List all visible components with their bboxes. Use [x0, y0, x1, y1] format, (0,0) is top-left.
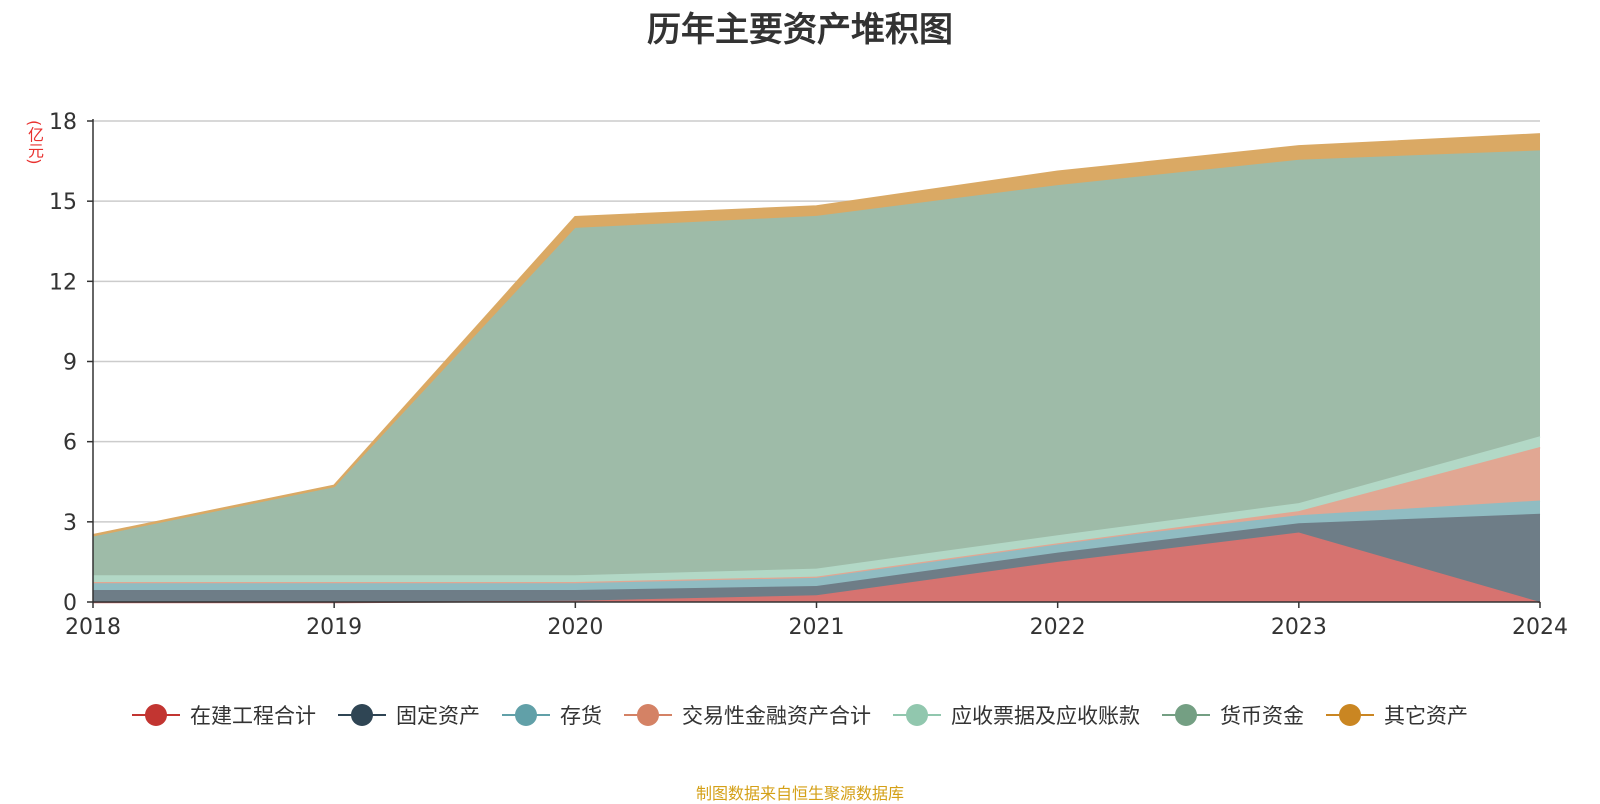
- legend-label: 其它资产: [1384, 704, 1468, 728]
- legend-item[interactable]: 货币资金: [1162, 700, 1304, 730]
- y-tick-label: 0: [63, 591, 77, 616]
- legend-label: 在建工程合计: [190, 704, 316, 728]
- legend-item[interactable]: 固定资产: [338, 700, 480, 730]
- area-6: [93, 150, 1540, 576]
- y-tick-label: 12: [49, 270, 77, 295]
- x-tick-label: 2018: [65, 615, 121, 640]
- data-source-note: 制图数据来自恒生聚源数据库: [695, 784, 904, 803]
- legend-item[interactable]: 交易性金融资产合计: [624, 700, 871, 730]
- legend-item[interactable]: 在建工程合计: [132, 700, 316, 730]
- legend-marker-icon: [502, 703, 550, 727]
- chart-legend: 在建工程合计 固定资产 存货 交易性金融资产合计 应收票据及应收账款 货币资金 其它资产: [0, 700, 1600, 730]
- y-tick-label: 15: [49, 190, 77, 215]
- legend-item[interactable]: 其它资产: [1326, 700, 1468, 730]
- legend-marker-icon: [1162, 703, 1210, 727]
- x-tick-label: 2024: [1512, 615, 1568, 640]
- legend-marker-icon: [1326, 703, 1374, 727]
- legend-marker-icon: [338, 703, 386, 727]
- legend-label: 固定资产: [396, 704, 480, 728]
- legend-item[interactable]: 存货: [502, 700, 602, 730]
- area-7: [93, 134, 1540, 537]
- legend-label: 应收票据及应收账款: [951, 704, 1140, 728]
- legend-marker-icon: [624, 703, 672, 727]
- x-tick-label: 2022: [1030, 615, 1086, 640]
- legend-marker-icon: [893, 703, 941, 727]
- axes: 0 3 6 9 12 15 18 2018 2019 2020 2021 2022 2023 2024: [49, 110, 1568, 640]
- area-series: [92, 133, 1541, 604]
- x-tick-label: 2021: [789, 615, 845, 640]
- y-axis-unit-label: (亿元): [25, 120, 44, 165]
- chart-title: 历年主要资产堆积图: [647, 10, 953, 50]
- legend-label: 交易性金融资产合计: [682, 704, 871, 728]
- legend-label: 存货: [560, 704, 602, 728]
- y-tick-label: 3: [63, 511, 77, 536]
- x-tick-label: 2023: [1271, 615, 1327, 640]
- area-2: [93, 513, 1540, 602]
- area-1: [93, 532, 1540, 602]
- y-tick-label: 6: [63, 431, 77, 456]
- series-line-7: [92, 133, 1541, 537]
- y-tick-label: 9: [63, 351, 77, 376]
- legend-label: 货币资金: [1220, 704, 1304, 728]
- legend-marker-icon: [132, 703, 180, 727]
- legend-item[interactable]: 应收票据及应收账款: [893, 700, 1140, 730]
- x-tick-label: 2019: [306, 615, 362, 640]
- y-tick-label: 18: [49, 110, 77, 135]
- x-tick-label: 2020: [547, 615, 603, 640]
